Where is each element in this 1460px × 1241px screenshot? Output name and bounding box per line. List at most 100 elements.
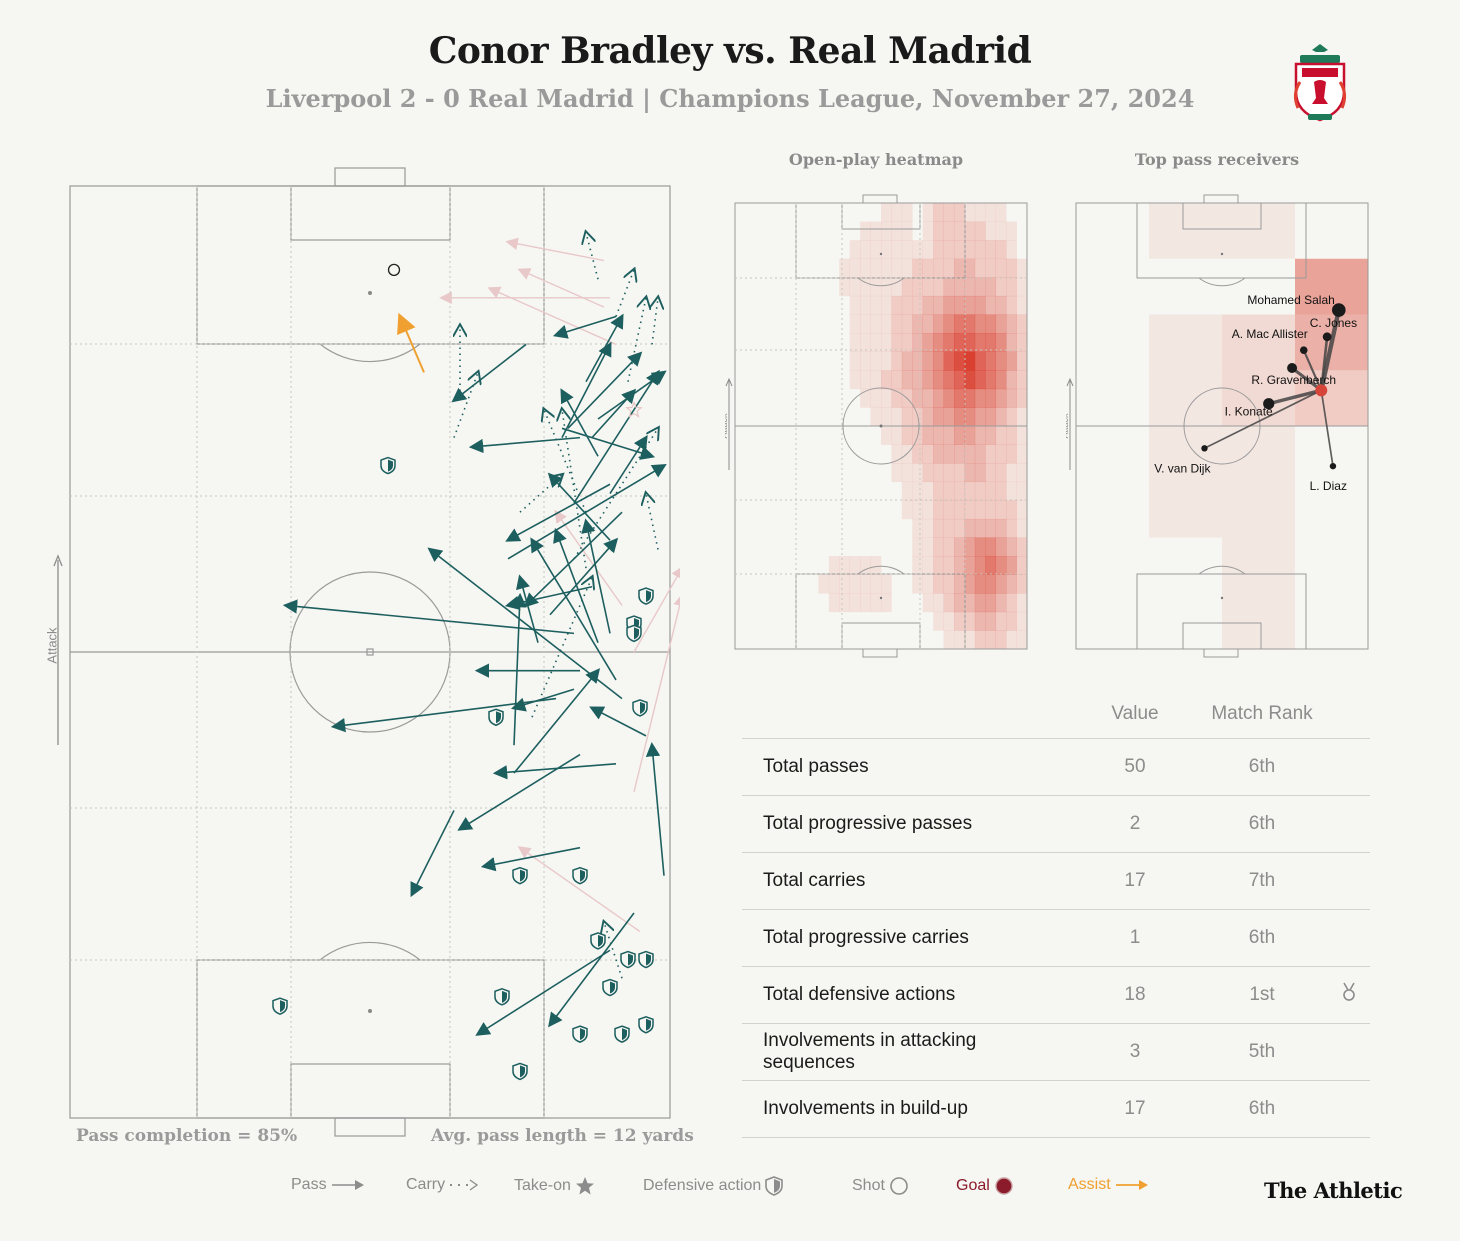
heatmap-cell — [964, 426, 976, 445]
heatmap-cell — [901, 481, 913, 501]
heatmap-cell — [943, 611, 955, 631]
heatmap-cell — [891, 370, 903, 390]
heatmap-cell — [912, 370, 924, 390]
heatmap-cell — [964, 556, 976, 575]
metric-label: Total progressive carries — [742, 909, 1074, 967]
heatmap-cell — [870, 277, 882, 297]
heatmap-cell — [943, 463, 955, 483]
heatmap-cell — [1016, 518, 1028, 538]
heatmap-cell — [995, 221, 1007, 241]
pass-arrow — [410, 810, 455, 898]
metric-rank: 6th — [1196, 909, 1328, 967]
heatmap-cell — [912, 333, 924, 352]
heatmap-cell — [943, 351, 955, 371]
heatmap-cell — [964, 370, 976, 390]
heatmap-cell — [943, 314, 955, 334]
metric-rank: 5th — [1196, 1023, 1328, 1081]
heatmap-cell — [943, 203, 955, 222]
heatmap-cell — [922, 426, 934, 445]
heatmap-cell — [891, 463, 903, 483]
legend-take-on-label: Take-on — [514, 1177, 571, 1194]
heatmap-cell — [870, 351, 882, 371]
receivers-attack-label: Attack — [1066, 413, 1070, 439]
receiver-link — [1204, 389, 1322, 450]
heatmap-cell — [891, 351, 903, 371]
heatmap-cell — [985, 258, 997, 278]
event-map-chart — [53, 167, 686, 1137]
legend-goal-label: Goal — [956, 1177, 990, 1194]
stats-header-row: Value Match Rank — [742, 690, 1370, 739]
pass-arrow — [597, 370, 667, 420]
heatmap-cell — [849, 351, 861, 371]
the-athletic-logo: The Athletic — [1264, 1178, 1403, 1203]
table-row: Total passes 50 6th — [742, 738, 1370, 796]
receiver-label: V. van Dijk — [1154, 461, 1211, 475]
heatmap-cell — [985, 593, 997, 613]
heatmap-cell — [849, 593, 861, 613]
heatmap-cell — [891, 221, 903, 241]
heatmap-cell — [860, 388, 871, 408]
receiver-node — [1329, 462, 1337, 470]
pass-arrow — [530, 537, 617, 681]
pass-arrow — [549, 537, 619, 616]
heatmap-cell — [1016, 556, 1028, 575]
heatmap-cell — [870, 258, 882, 278]
heatmap-cell — [985, 203, 997, 222]
heatmap-cell — [974, 333, 986, 352]
heatmap-cell — [1006, 593, 1017, 613]
legend-pass: Pass — [291, 1176, 365, 1194]
pass-arrow-icon — [331, 1180, 364, 1190]
heatmap-cell — [954, 463, 965, 483]
heatmap-cell — [870, 221, 882, 241]
legend-carry-label: Carry — [406, 1176, 446, 1193]
assist-arrow — [397, 312, 425, 373]
heatmap-cell — [964, 463, 976, 483]
legend-pass-label: Pass — [291, 1176, 327, 1193]
heatmap-cell — [954, 258, 965, 278]
heatmap-cell — [964, 388, 976, 408]
heatmap-cell — [943, 537, 955, 557]
heatmap-cell — [964, 203, 976, 222]
heatmap-cell — [995, 240, 1007, 260]
receivers-pitch-lines — [1075, 194, 1369, 658]
metric-rank: 7th — [1196, 852, 1328, 910]
liverpool-crest-icon — [1293, 44, 1347, 122]
heatmap-cell — [1006, 500, 1017, 520]
heatmap-cell — [933, 574, 944, 594]
assist-arrow-icon — [1115, 1180, 1148, 1190]
heatmap-cell — [933, 593, 944, 613]
heatmap-cell — [922, 333, 934, 352]
heatmap-cell — [954, 240, 965, 260]
heatmap-cell — [891, 203, 903, 222]
heatmap-cell — [964, 611, 976, 631]
heatmap-cell — [995, 463, 1007, 483]
avg-pass-length: Avg. pass length = 12 yards — [431, 1126, 694, 1146]
heatmap-cell — [922, 518, 934, 538]
heatmap-cell — [901, 221, 913, 241]
metric-rank: 6th — [1196, 738, 1328, 796]
legend-assist-label: Assist — [1068, 1176, 1111, 1193]
heatmap-cell — [860, 556, 871, 575]
defensive-action-marker — [638, 1016, 654, 1034]
heatmap-cell — [1016, 537, 1028, 557]
heatmap-cell — [860, 333, 871, 352]
heatmap-cell — [870, 295, 882, 315]
failed-pass-arrow — [517, 846, 641, 933]
heatmap-cell — [912, 240, 924, 260]
heatmap-cell — [870, 593, 882, 613]
heatmap-cell — [933, 556, 944, 575]
metric-label: Involvements in build-up — [742, 1080, 1074, 1138]
heatmap-cell — [849, 574, 861, 594]
heatmap-cell — [922, 258, 934, 278]
heatmap-cell — [954, 314, 965, 334]
heatmap-title: Open-play heatmap — [788, 150, 964, 169]
heatmap-cell — [943, 481, 955, 501]
heatmap-cell — [943, 500, 955, 520]
receiver-node — [1201, 445, 1208, 452]
heatmap-cell — [943, 574, 955, 594]
metric-value: 18 — [1074, 966, 1196, 1024]
heatmap-cell — [954, 518, 965, 538]
heatmap-cell — [860, 370, 871, 390]
heatmap-cell — [922, 574, 934, 594]
